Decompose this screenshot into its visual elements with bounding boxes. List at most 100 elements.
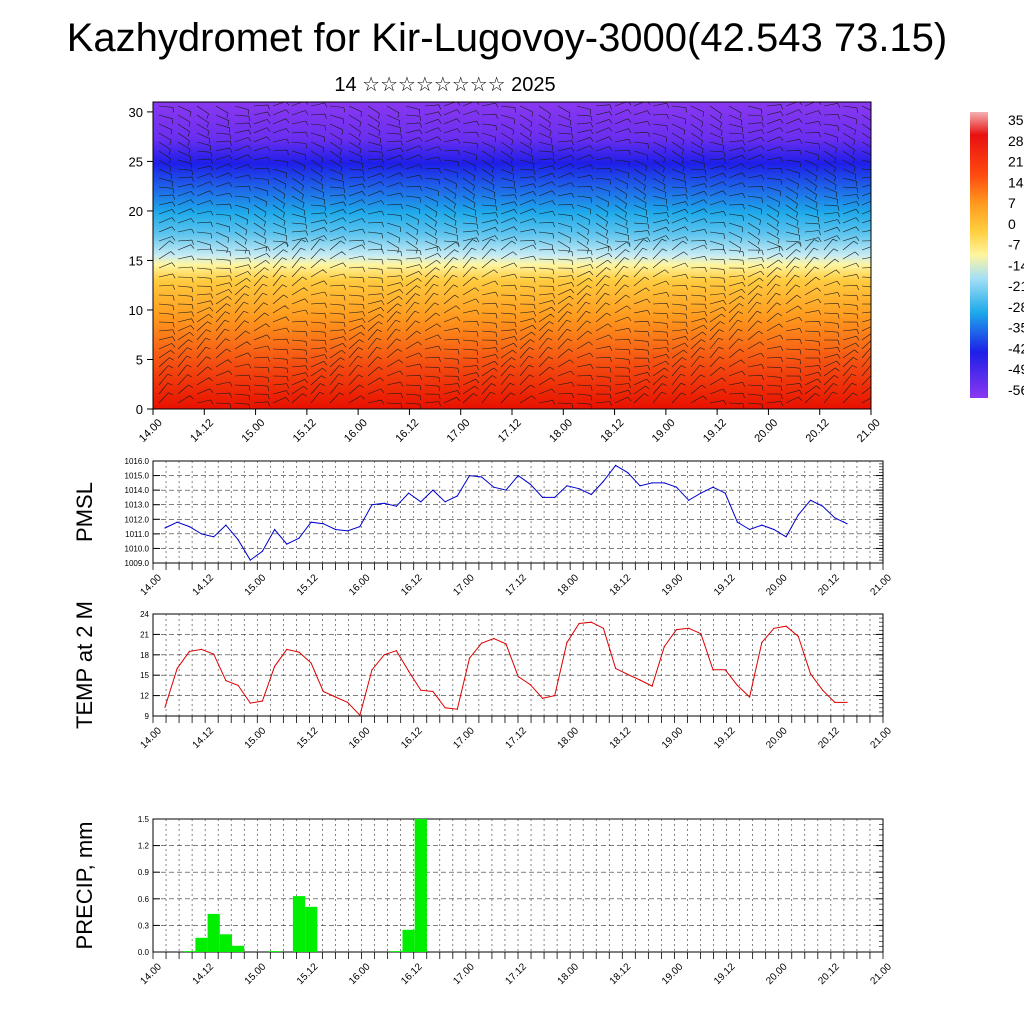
pmsl-point [347, 530, 349, 532]
pmsl-point [639, 485, 641, 487]
pmsl-point [444, 501, 446, 503]
section-xtick-label: 16.00 [342, 417, 370, 445]
precip-bar [183, 951, 196, 952]
precip-ytick-label: 0.6 [138, 895, 150, 904]
precip-xtick-label: 16.12 [399, 961, 425, 987]
colorbar-label: -35 [1008, 320, 1024, 336]
pmsl-point [237, 539, 239, 541]
temp-xtick-label: 18.00 [556, 725, 582, 751]
pmsl-ytick-label: 1015.0 [125, 472, 150, 481]
pmsl-point [651, 482, 653, 484]
temp-ytick-label: 15 [140, 671, 149, 680]
pmsl-xtick-label: 20.00 [764, 572, 790, 598]
pmsl-point [529, 483, 532, 485]
pmsl-point [213, 536, 215, 538]
precip-xtick-label: 17.12 [503, 961, 529, 987]
temp-xtick-label: 17.12 [503, 725, 529, 751]
pmsl-point [846, 523, 848, 525]
temp-point [420, 689, 422, 691]
pmsl-point [602, 480, 605, 482]
temp-point [395, 650, 397, 652]
section-ytick-label: 15 [129, 253, 143, 268]
temp-point [261, 700, 263, 702]
temp-point [456, 708, 458, 710]
section-xtick-label: 20.12 [804, 417, 832, 445]
temp-ytick-label: 12 [140, 692, 149, 701]
pmsl-point [797, 514, 799, 516]
precip-xtick-label: 14.12 [191, 961, 217, 987]
pmsl-xtick-label: 14.12 [191, 572, 217, 598]
temp-point [310, 662, 312, 664]
pmsl-point [566, 485, 568, 487]
temp-point [468, 657, 471, 659]
temp-point [773, 627, 775, 629]
temp-point [834, 701, 836, 704]
precip-ytick-label: 0.3 [138, 921, 150, 930]
precip-bar [219, 934, 232, 952]
temp-xtick-label: 15.12 [295, 725, 321, 751]
temp-point [627, 673, 629, 676]
precip-bar [292, 896, 306, 952]
pmsl-ytick-label: 1016.0 [125, 457, 150, 466]
colorbar-label: -42 [1008, 340, 1024, 356]
pmsl-point [286, 543, 288, 545]
temp-xtick-label: 19.12 [712, 725, 738, 751]
temp-point [700, 633, 702, 635]
temp-point [724, 669, 726, 671]
pmsl-point [322, 523, 324, 525]
pmsl-point [395, 505, 397, 507]
temp-point [322, 690, 324, 693]
section-xtick-label: 16.12 [393, 417, 421, 445]
section-heatmap-field [153, 102, 871, 409]
temp-point [761, 642, 763, 644]
temp-xtick-label: 21.00 [868, 725, 894, 751]
precip-xtick-label: 20.00 [764, 961, 790, 987]
section-ytick-label: 20 [129, 204, 143, 219]
pmsl-point [371, 504, 373, 506]
precip-xtick-label: 15.12 [295, 961, 321, 987]
pmsl-point [517, 475, 519, 477]
colorbar-label: -28 [1008, 299, 1024, 315]
pmsl-point [408, 492, 410, 494]
temp-point [517, 676, 519, 678]
pmsl-point [359, 526, 361, 528]
temp-point [481, 642, 483, 644]
pmsl-point [481, 476, 483, 478]
precip-xtick-label: 17.00 [451, 961, 477, 987]
pmsl-point [700, 492, 702, 494]
temp-point [615, 667, 617, 670]
pmsl-xtick-label: 17.00 [451, 572, 477, 598]
pmsl-point [468, 475, 471, 477]
precip-xtick-label: 18.12 [608, 961, 634, 987]
colorbar-label: 21 [1008, 154, 1024, 170]
temp-point [505, 643, 507, 645]
pmsl-point [688, 499, 690, 501]
precip-xtick-label: 20.12 [816, 961, 842, 987]
colorbar-label: -56 [1008, 382, 1024, 398]
section-xtick-label: 19.12 [701, 417, 729, 445]
temp-xtick-label: 14.12 [191, 725, 217, 751]
section-ytick-label: 25 [129, 154, 143, 169]
precip-ylabel: PRECIP, mm [72, 822, 97, 950]
pmsl-xtick-label: 15.00 [243, 572, 269, 598]
colorbar-label: 14 [1008, 174, 1024, 190]
pmsl-point [736, 521, 739, 523]
temp-point [347, 701, 349, 704]
temp-xtick-label: 15.00 [243, 725, 269, 751]
temp-point [371, 669, 373, 671]
precip-bar [207, 913, 220, 952]
pmsl-xtick-label: 18.00 [556, 572, 582, 598]
section-xtick-label: 19.00 [650, 417, 678, 445]
pmsl-point [334, 528, 337, 531]
pmsl-point [432, 489, 434, 491]
temp-point [529, 684, 532, 686]
temp-point [541, 697, 544, 699]
temp-point [822, 689, 824, 691]
precip-bar [232, 945, 245, 952]
pmsl-point [225, 524, 227, 526]
pmsl-xtick-label: 15.12 [295, 572, 321, 598]
temp-point [408, 670, 410, 672]
temp-point [200, 648, 203, 651]
section-xtick-label: 14.00 [137, 417, 165, 445]
temp-point [444, 707, 446, 709]
